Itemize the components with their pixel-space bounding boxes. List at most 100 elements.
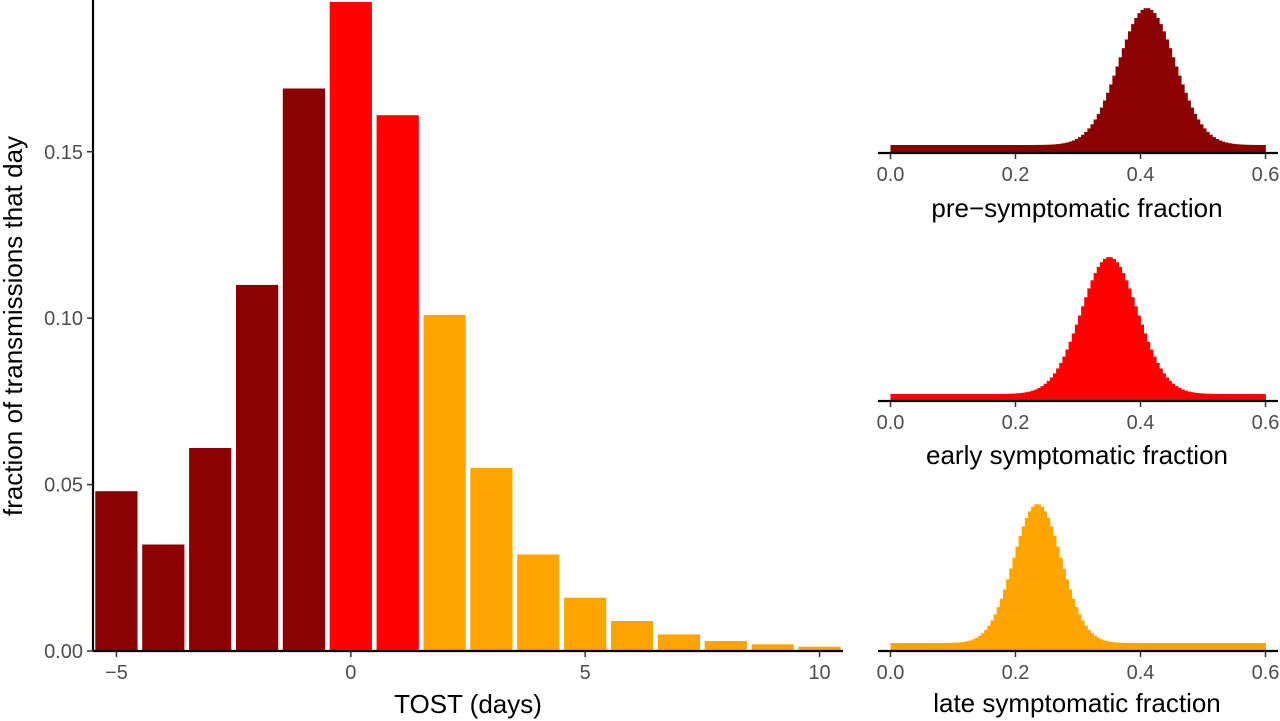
histogram-bin (1124, 280, 1129, 401)
histogram-bin (903, 145, 907, 153)
x-tick-label: 0.6 (1252, 412, 1280, 434)
histogram-bin (1012, 557, 1016, 651)
histogram-bin (1209, 393, 1213, 401)
histogram-bin (965, 145, 970, 153)
x-ticks: −5 0 5 10 (105, 651, 831, 684)
histogram-bin (921, 394, 926, 401)
histogram-bin (1228, 393, 1232, 401)
histogram-bin (1106, 257, 1110, 401)
histogram-bin (928, 394, 932, 401)
histogram-bin (943, 145, 948, 153)
histogram-bin (896, 643, 901, 651)
histogram-bin (899, 643, 904, 651)
y-tick-label: 0.10 (44, 308, 83, 330)
histogram-bin (993, 614, 998, 651)
histogram-bin (1137, 13, 1141, 154)
histogram-bin (953, 642, 957, 651)
histogram-bin (1131, 642, 1135, 651)
histogram-bin (1218, 140, 1223, 153)
histogram-bin (1187, 643, 1191, 651)
x-tick-label: 0.4 (1127, 164, 1155, 186)
y-tick-label: 0.00 (44, 641, 83, 663)
histogram-bin (1115, 262, 1120, 401)
histogram-bin (921, 643, 926, 651)
histogram-bin (1099, 107, 1104, 153)
bar-early-day-1 (376, 115, 419, 651)
x-tick-label: 0.2 (1002, 164, 1030, 186)
bar-late-day-9 (751, 644, 794, 651)
x-ticks: 0.0 0.2 0.4 0.6 (877, 651, 1280, 684)
histogram-bin (1074, 324, 1079, 401)
histogram-bin (1240, 643, 1245, 651)
histogram-bin (1096, 113, 1101, 153)
histogram-bin (965, 394, 970, 401)
histogram-bin (959, 642, 963, 651)
histogram-bin (1140, 9, 1145, 154)
histogram-bin (953, 394, 957, 401)
histogram-bin (1124, 642, 1129, 651)
histogram-bin (1034, 144, 1038, 153)
histogram-bin (1031, 506, 1035, 651)
histogram-bin (1231, 643, 1235, 651)
histogram-bin (971, 394, 976, 401)
histogram-bin (953, 145, 957, 153)
histogram-bin (978, 394, 982, 401)
histogram-bin (1156, 643, 1160, 651)
histogram-bin (990, 393, 995, 401)
histogram-bin (965, 641, 970, 651)
histogram-bin (906, 145, 910, 153)
histogram-bin (1159, 643, 1163, 651)
histogram-bin (984, 393, 988, 401)
histogram-bin (1168, 643, 1173, 651)
bar-pre-day--5 (95, 491, 138, 651)
histogram-bin (1128, 288, 1132, 401)
histogram-bin (924, 643, 929, 651)
x-tick-label: 0.6 (1252, 662, 1280, 684)
histogram-bin (974, 637, 979, 651)
histogram-bin (1156, 17, 1160, 154)
histogram-bin (1240, 144, 1245, 153)
histogram-bin (1128, 642, 1132, 651)
histogram-bin (1243, 643, 1248, 651)
histogram-bin (1187, 391, 1191, 401)
histogram-bin (1212, 137, 1216, 153)
histogram-bin (984, 145, 988, 153)
histogram-bin (909, 394, 913, 401)
histogram-bin (1106, 92, 1110, 153)
histogram-bin (962, 641, 966, 651)
histogram-bin (931, 394, 935, 401)
histogram-bin (1024, 392, 1029, 401)
histogram-bin (1065, 142, 1070, 153)
histogram-bin (1149, 9, 1154, 154)
histogram-bin (1215, 643, 1220, 651)
histogram-bin (1028, 391, 1032, 401)
histogram-bin (1134, 306, 1138, 401)
histogram-bin (1165, 377, 1170, 401)
histogram-bin (1253, 643, 1257, 651)
histogram-bin (1218, 643, 1223, 651)
histogram-bin (1231, 143, 1235, 153)
histogram-bin (1199, 124, 1204, 153)
histogram-bin (1103, 258, 1107, 401)
x-tick-label: −5 (105, 662, 128, 684)
histogram-bin (1171, 57, 1176, 153)
histogram-bin (1143, 643, 1148, 651)
histogram-bin (1146, 643, 1151, 651)
histogram-bin (1228, 643, 1232, 651)
histogram-bin (921, 145, 926, 153)
histogram-bin (940, 642, 945, 651)
histogram-bin (1184, 390, 1188, 401)
x-tick-label: 0.4 (1127, 412, 1155, 434)
histogram-bin (1099, 639, 1104, 651)
histogram-bin (1143, 8, 1148, 153)
histogram-bin (1259, 394, 1263, 401)
histogram-bin (1174, 643, 1179, 651)
histogram-bin (1237, 643, 1241, 651)
histogram-bin (990, 145, 995, 153)
x-tick-label: 0.0 (877, 662, 905, 684)
histogram-bin (1074, 607, 1079, 651)
histogram-bin (1053, 536, 1057, 651)
histogram-bin (1231, 393, 1235, 401)
histogram-bin (1168, 380, 1173, 401)
